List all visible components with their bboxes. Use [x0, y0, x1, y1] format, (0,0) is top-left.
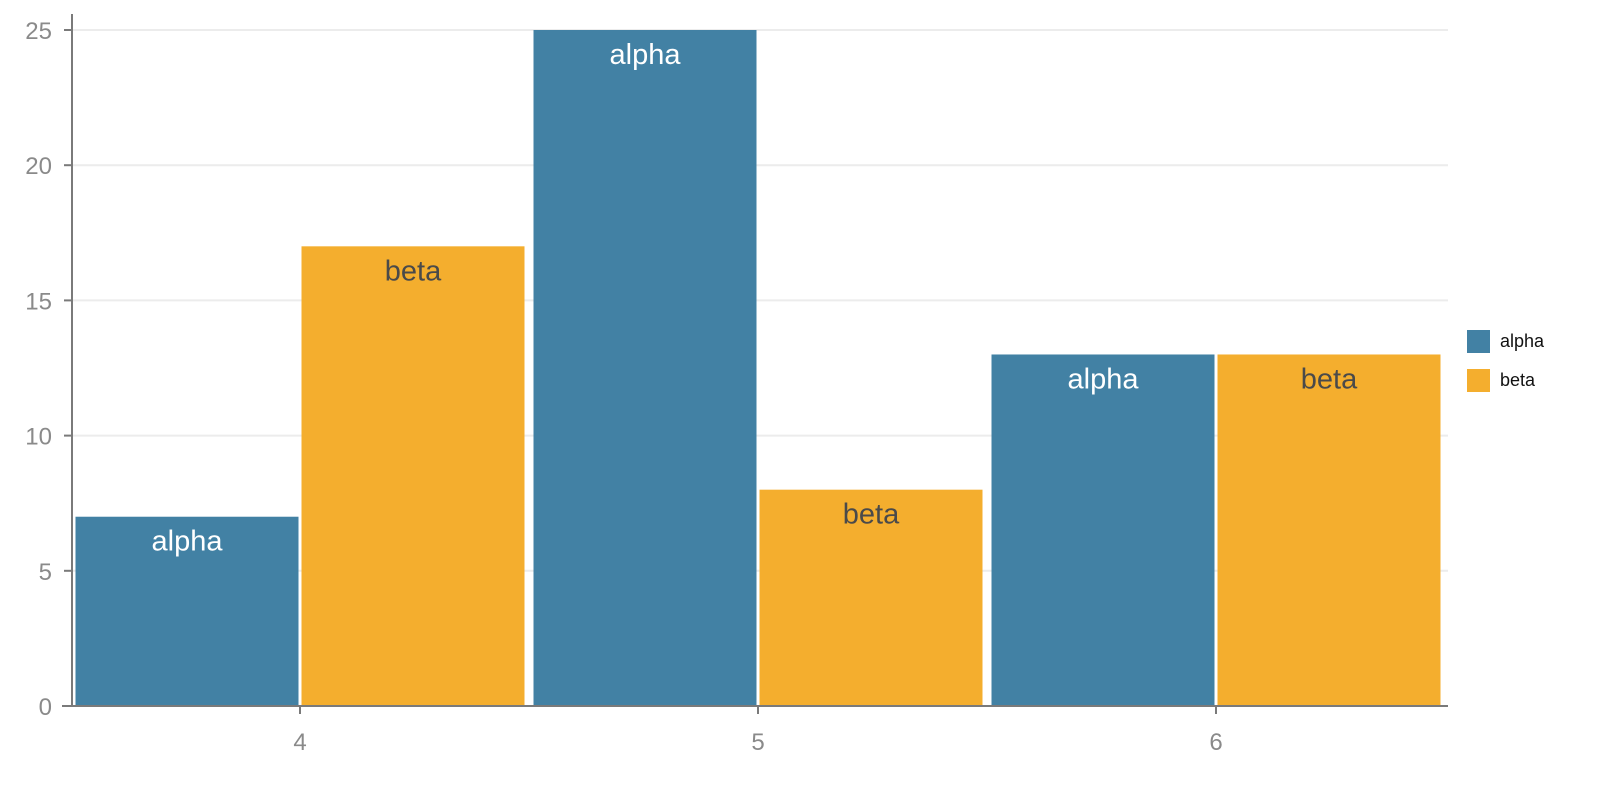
y-tick-label: 15: [25, 288, 52, 315]
x-axis: 4 5 6: [62, 705, 1448, 756]
legend-swatch-beta: [1467, 369, 1490, 392]
bar-alpha-5: [533, 30, 757, 706]
x-tick-label: 6: [1209, 729, 1222, 756]
y-tick-label: 0: [39, 694, 52, 721]
bar-beta-5: [759, 489, 983, 706]
x-tick-label: 5: [751, 729, 764, 756]
bar-label-alpha-5: alpha: [610, 39, 682, 71]
bar-labels: alpha beta alpha beta alpha beta: [152, 39, 1359, 558]
y-tick-label: 25: [25, 18, 52, 45]
bar-label-alpha-6: alpha: [1068, 363, 1140, 395]
legend-label-beta: beta: [1500, 370, 1536, 390]
bar-label-beta-4: beta: [385, 255, 442, 287]
bar-alpha-6: [991, 354, 1215, 706]
legend-label-alpha: alpha: [1500, 331, 1545, 351]
bar-label-beta-6: beta: [1301, 363, 1358, 395]
x-tick-label: 4: [293, 729, 306, 756]
bar-beta-6: [1217, 354, 1441, 706]
bars: [75, 30, 1441, 706]
legend: alpha beta: [1467, 330, 1545, 392]
y-tick-label: 20: [25, 153, 52, 180]
bar-label-alpha-4: alpha: [152, 526, 224, 558]
bar-label-beta-5: beta: [843, 499, 900, 531]
y-tick-label: 5: [39, 559, 52, 586]
y-tick-label: 10: [25, 424, 52, 451]
y-axis: 0 5 10 15 20 25: [25, 14, 73, 721]
bar-alpha-4: [75, 516, 299, 706]
bar-beta-4: [301, 246, 525, 706]
legend-swatch-alpha: [1467, 330, 1490, 353]
